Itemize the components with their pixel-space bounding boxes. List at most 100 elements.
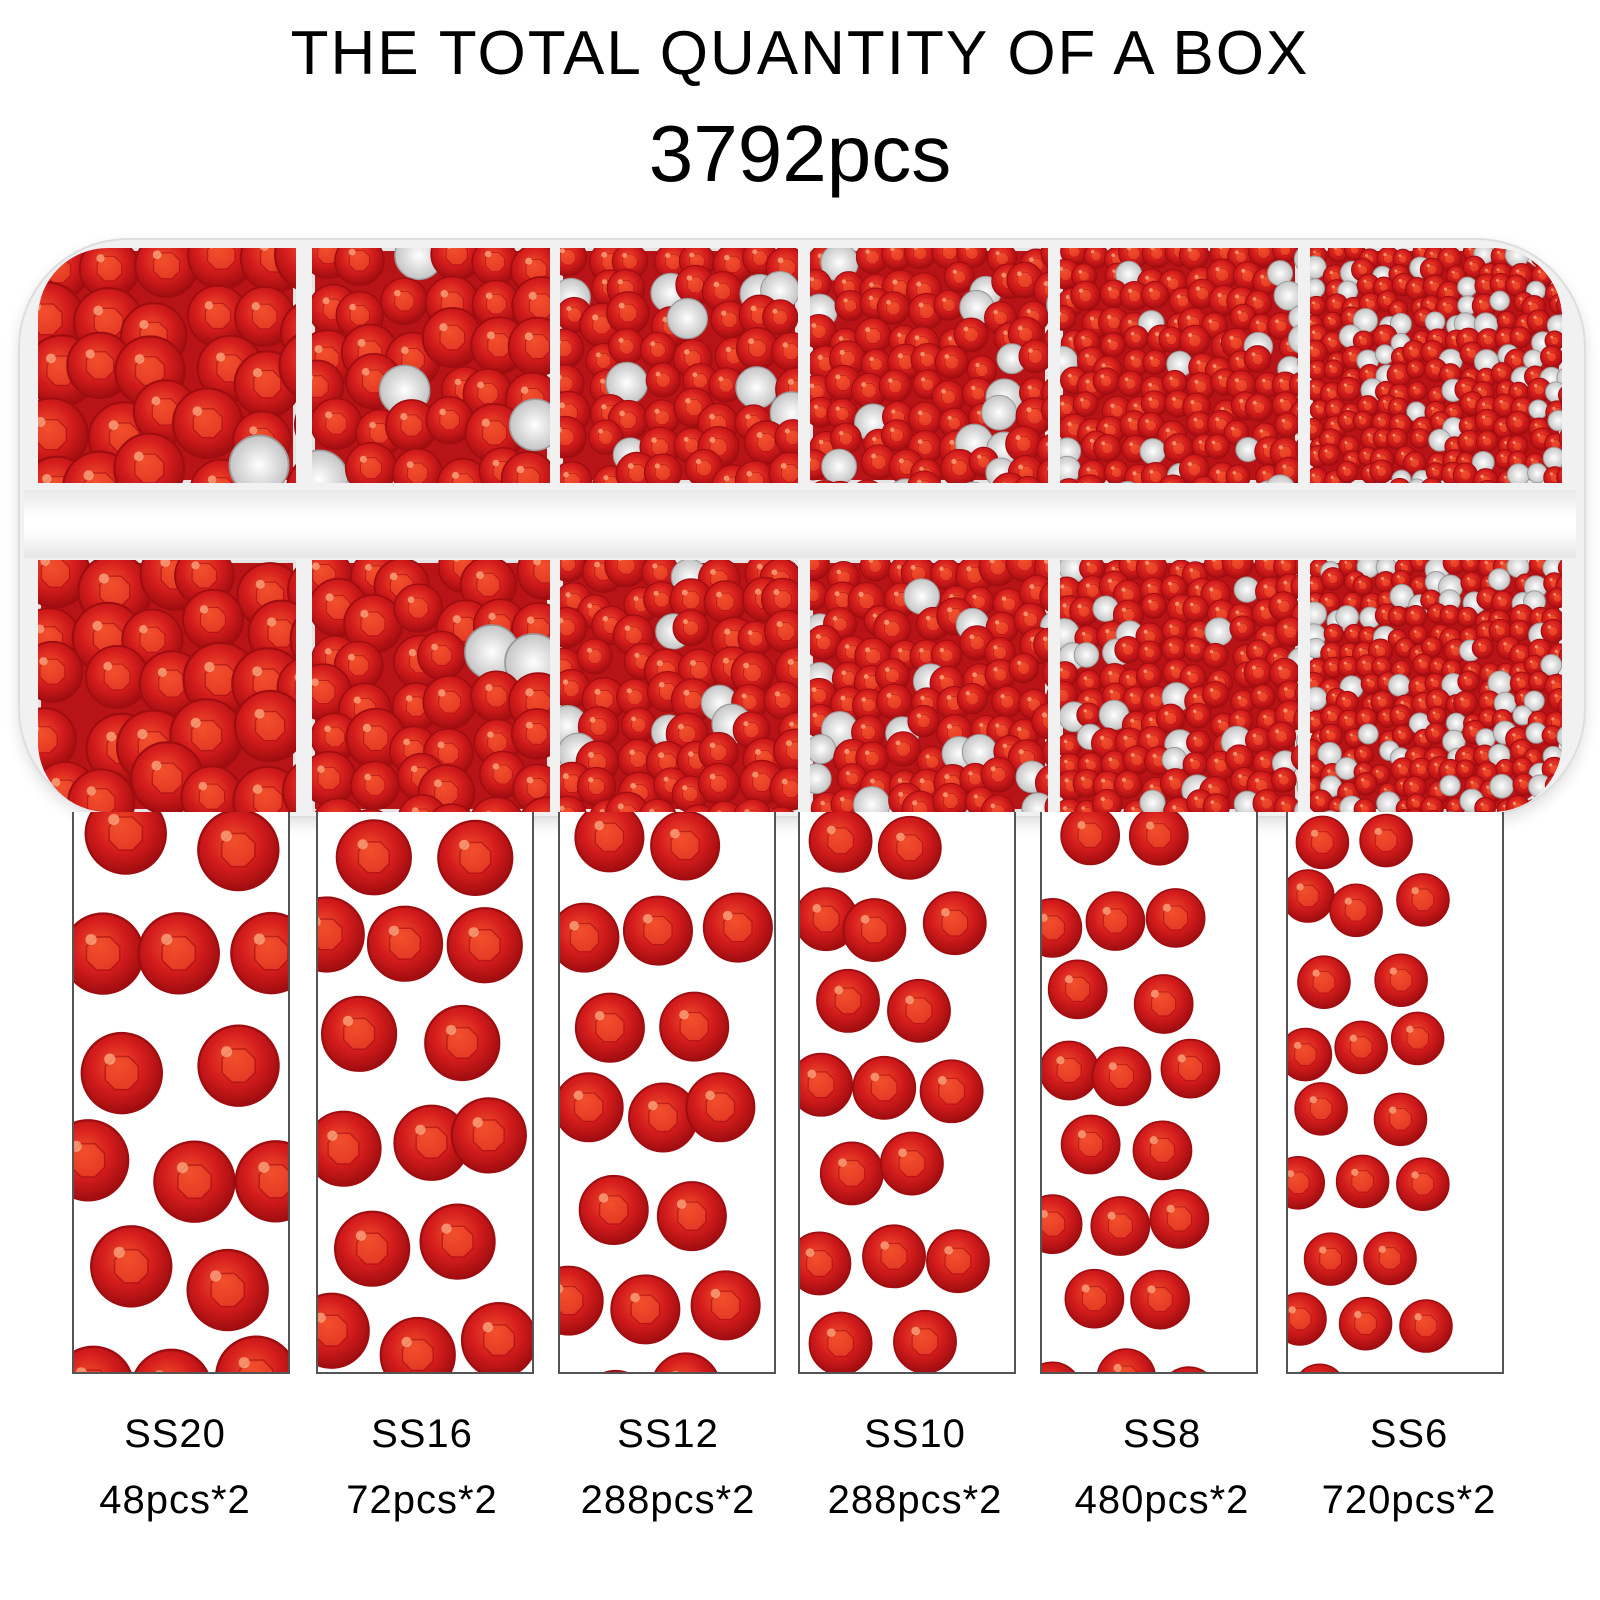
rhinestone-icon [1424,672,1446,694]
rhinestone-icon [1391,724,1414,747]
rhinestone-icon [862,1224,926,1289]
rhinestone-icon [417,630,467,681]
rhinestone-icon [576,766,617,807]
rhinestone-icon [1442,560,1467,575]
rhinestone-icon [90,1225,173,1308]
rhinestone-icon [603,1369,628,1372]
rhinestone-icon [1297,955,1351,1009]
rhinestone-icon [172,387,244,460]
rhinestone-icon [879,1131,944,1196]
rhinestone-icon [576,638,613,675]
rhinestone-icon [293,413,296,436]
rhinestone-icon [856,479,879,483]
rhinestone-icon [1072,391,1099,417]
rhinestone-icon [1426,706,1447,726]
rhinestone-icon [1040,248,1048,268]
rhinestone-icon [1060,661,1079,688]
rhinestone-icon [560,248,588,277]
rhinestone-icon [810,763,832,795]
rhinestone-icon [859,560,892,582]
rhinestone-icon [560,328,585,369]
rhinestone-icon [1075,474,1104,483]
rhinestone-icon [810,560,830,581]
rhinestone-icon [1540,345,1562,369]
count-label-ss16: 72pcs*2 [346,1478,498,1522]
rhinestone-icon [1558,430,1562,446]
rhinestone-icon [852,1055,917,1120]
tray-compartment-ss8-1 [1060,248,1298,483]
rhinestone-icon [1273,794,1298,812]
count-label-ss20: 48pcs*2 [99,1478,251,1522]
rhinestone-icon [516,560,550,601]
rhinestone-icon [734,460,776,483]
rhinestone-icon [733,798,772,812]
rhinestone-icon [1243,345,1272,373]
rhinestone-icon [1202,642,1229,670]
rhinestone-icon [876,683,913,720]
rhinestone-icon [1390,1011,1445,1066]
rhinestone-icon [1544,330,1562,351]
rhinestone-icon [1408,478,1426,483]
rhinestone-icon [1310,359,1328,381]
rhinestone-icon [1060,478,1081,483]
rhinestone-icon [1204,434,1230,460]
rhinestone-icon [197,812,280,892]
rhinestone-icon [1005,425,1042,463]
rhinestone-icon [1018,339,1048,374]
rhinestone-icon [1042,659,1048,687]
rhinestone-icon [1161,369,1188,396]
rhinestone-icon [1396,1157,1450,1211]
rhinestone-icon [113,432,186,483]
rhinestone-icon [1031,702,1048,740]
rhinestone-icon [1015,397,1048,436]
rhinestone-icon [392,448,443,483]
rhinestone-icon [234,1140,288,1223]
rhinestone-icon [1528,399,1549,420]
rhinestone-icon [1303,1232,1358,1286]
rhinestone-icon [1266,721,1297,752]
rhinestone-icon [810,734,837,765]
rhinestone-icon [878,369,912,403]
rhinestone-icon [1248,248,1280,268]
closeup-strip-ss20 [72,812,290,1374]
rhinestone-icon [800,1231,852,1296]
rhinestone-icon [1142,349,1168,375]
rhinestone-icon [608,328,645,365]
rhinestone-icon [966,355,997,386]
rhinestone-icon [1183,637,1209,663]
rhinestone-icon [1523,690,1545,712]
rhinestone-icon [1060,812,1121,866]
rhinestone-icon [1178,248,1210,271]
rhinestone-icon [379,1316,456,1372]
rhinestone-icon [1112,599,1144,631]
rhinestone-icon [887,978,951,1043]
rhinestone-icon [1479,479,1496,483]
rhinestone-icon [644,399,681,436]
rhinestone-icon [393,583,444,633]
rhinestone-icon [1547,410,1562,432]
rhinestone-icon [278,334,296,397]
rhinestone-icon [1405,359,1426,379]
rhinestone-icon [1420,796,1444,812]
rhinestone-icon [1547,587,1562,609]
rhinestone-icon [1557,698,1562,716]
rhinestone-icon [312,712,360,762]
rhinestone-icon [1091,1046,1152,1107]
rhinestone-icon [1295,815,1350,870]
tray-compartment-ss20-1 [38,248,296,483]
tray-compartment-ss16-1 [312,248,550,483]
rhinestone-icon [1288,869,1335,923]
rhinestone-icon [1386,362,1412,388]
rhinestone-icon [1369,459,1394,483]
rhinestone-icon [318,1110,382,1187]
rhinestone-icon [907,470,942,483]
rhinestone-icon [1076,702,1102,728]
count-label-ss10: 288pcs*2 [827,1478,1003,1522]
rhinestone-icon [1186,411,1213,437]
tray-compartment-ss10-1 [810,248,1048,483]
rhinestone-icon [1424,311,1446,332]
rhinestone-icon [1100,332,1126,359]
rhinestone-icon [1295,439,1298,456]
rhinestone-icon [1547,810,1557,812]
rhinestone-icon [471,279,521,329]
